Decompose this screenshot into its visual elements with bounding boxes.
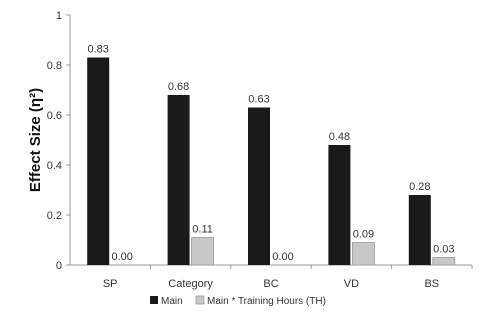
data-labels: 0.83 0.00 0.68 0.11 0.63 0.00 0.48 0.09 0.28 0.03 xyxy=(87,44,454,264)
data-label: 0.48 xyxy=(329,131,350,143)
bar-main-th xyxy=(351,242,375,266)
data-label: 0.28 xyxy=(409,181,430,193)
data-label: 0.11 xyxy=(192,224,213,236)
category-label: VD xyxy=(344,278,359,290)
plot-area xyxy=(69,15,472,266)
data-label: 0.00 xyxy=(272,251,293,263)
legend: Main Main * Training Hours (TH) xyxy=(150,295,326,307)
legend-label: Main xyxy=(161,296,183,307)
bar-main xyxy=(87,57,110,265)
legend-swatch xyxy=(195,295,205,305)
bar-main xyxy=(328,145,351,265)
x-axis-ticks: SP Category BC VD BS xyxy=(103,265,473,290)
bar-main-th xyxy=(432,257,456,266)
data-label: 0.68 xyxy=(168,81,189,93)
data-label: 0.63 xyxy=(248,94,269,106)
data-label: 0.83 xyxy=(87,44,108,56)
bar-main xyxy=(167,95,190,265)
y-tick-label: 0.4 xyxy=(47,160,62,172)
data-label: 0.00 xyxy=(111,251,132,263)
legend-swatch xyxy=(150,296,158,304)
category-label: SP xyxy=(103,278,118,290)
category-label: Category xyxy=(168,278,213,290)
y-tick-label: 0.2 xyxy=(47,210,62,222)
bar-main-th xyxy=(191,237,215,266)
bars xyxy=(87,57,456,266)
data-label: 0.03 xyxy=(433,244,454,256)
y-tick-label: 1 xyxy=(56,10,62,22)
y-tick-label: 0 xyxy=(56,260,62,272)
data-label: 0.09 xyxy=(353,229,374,241)
y-tick-label: 0.8 xyxy=(47,60,62,72)
bar-main xyxy=(248,107,270,265)
category-label: BS xyxy=(424,278,439,290)
y-axis-title: Effect Size (η²) xyxy=(27,88,44,192)
y-axis-ticks: 0 0.2 0.4 0.6 0.8 1 xyxy=(47,10,70,272)
category-label: BC xyxy=(263,278,278,290)
legend-label: Main * Training Hours (TH) xyxy=(207,296,326,307)
bar-main xyxy=(408,195,431,265)
y-tick-label: 0.6 xyxy=(47,110,62,122)
